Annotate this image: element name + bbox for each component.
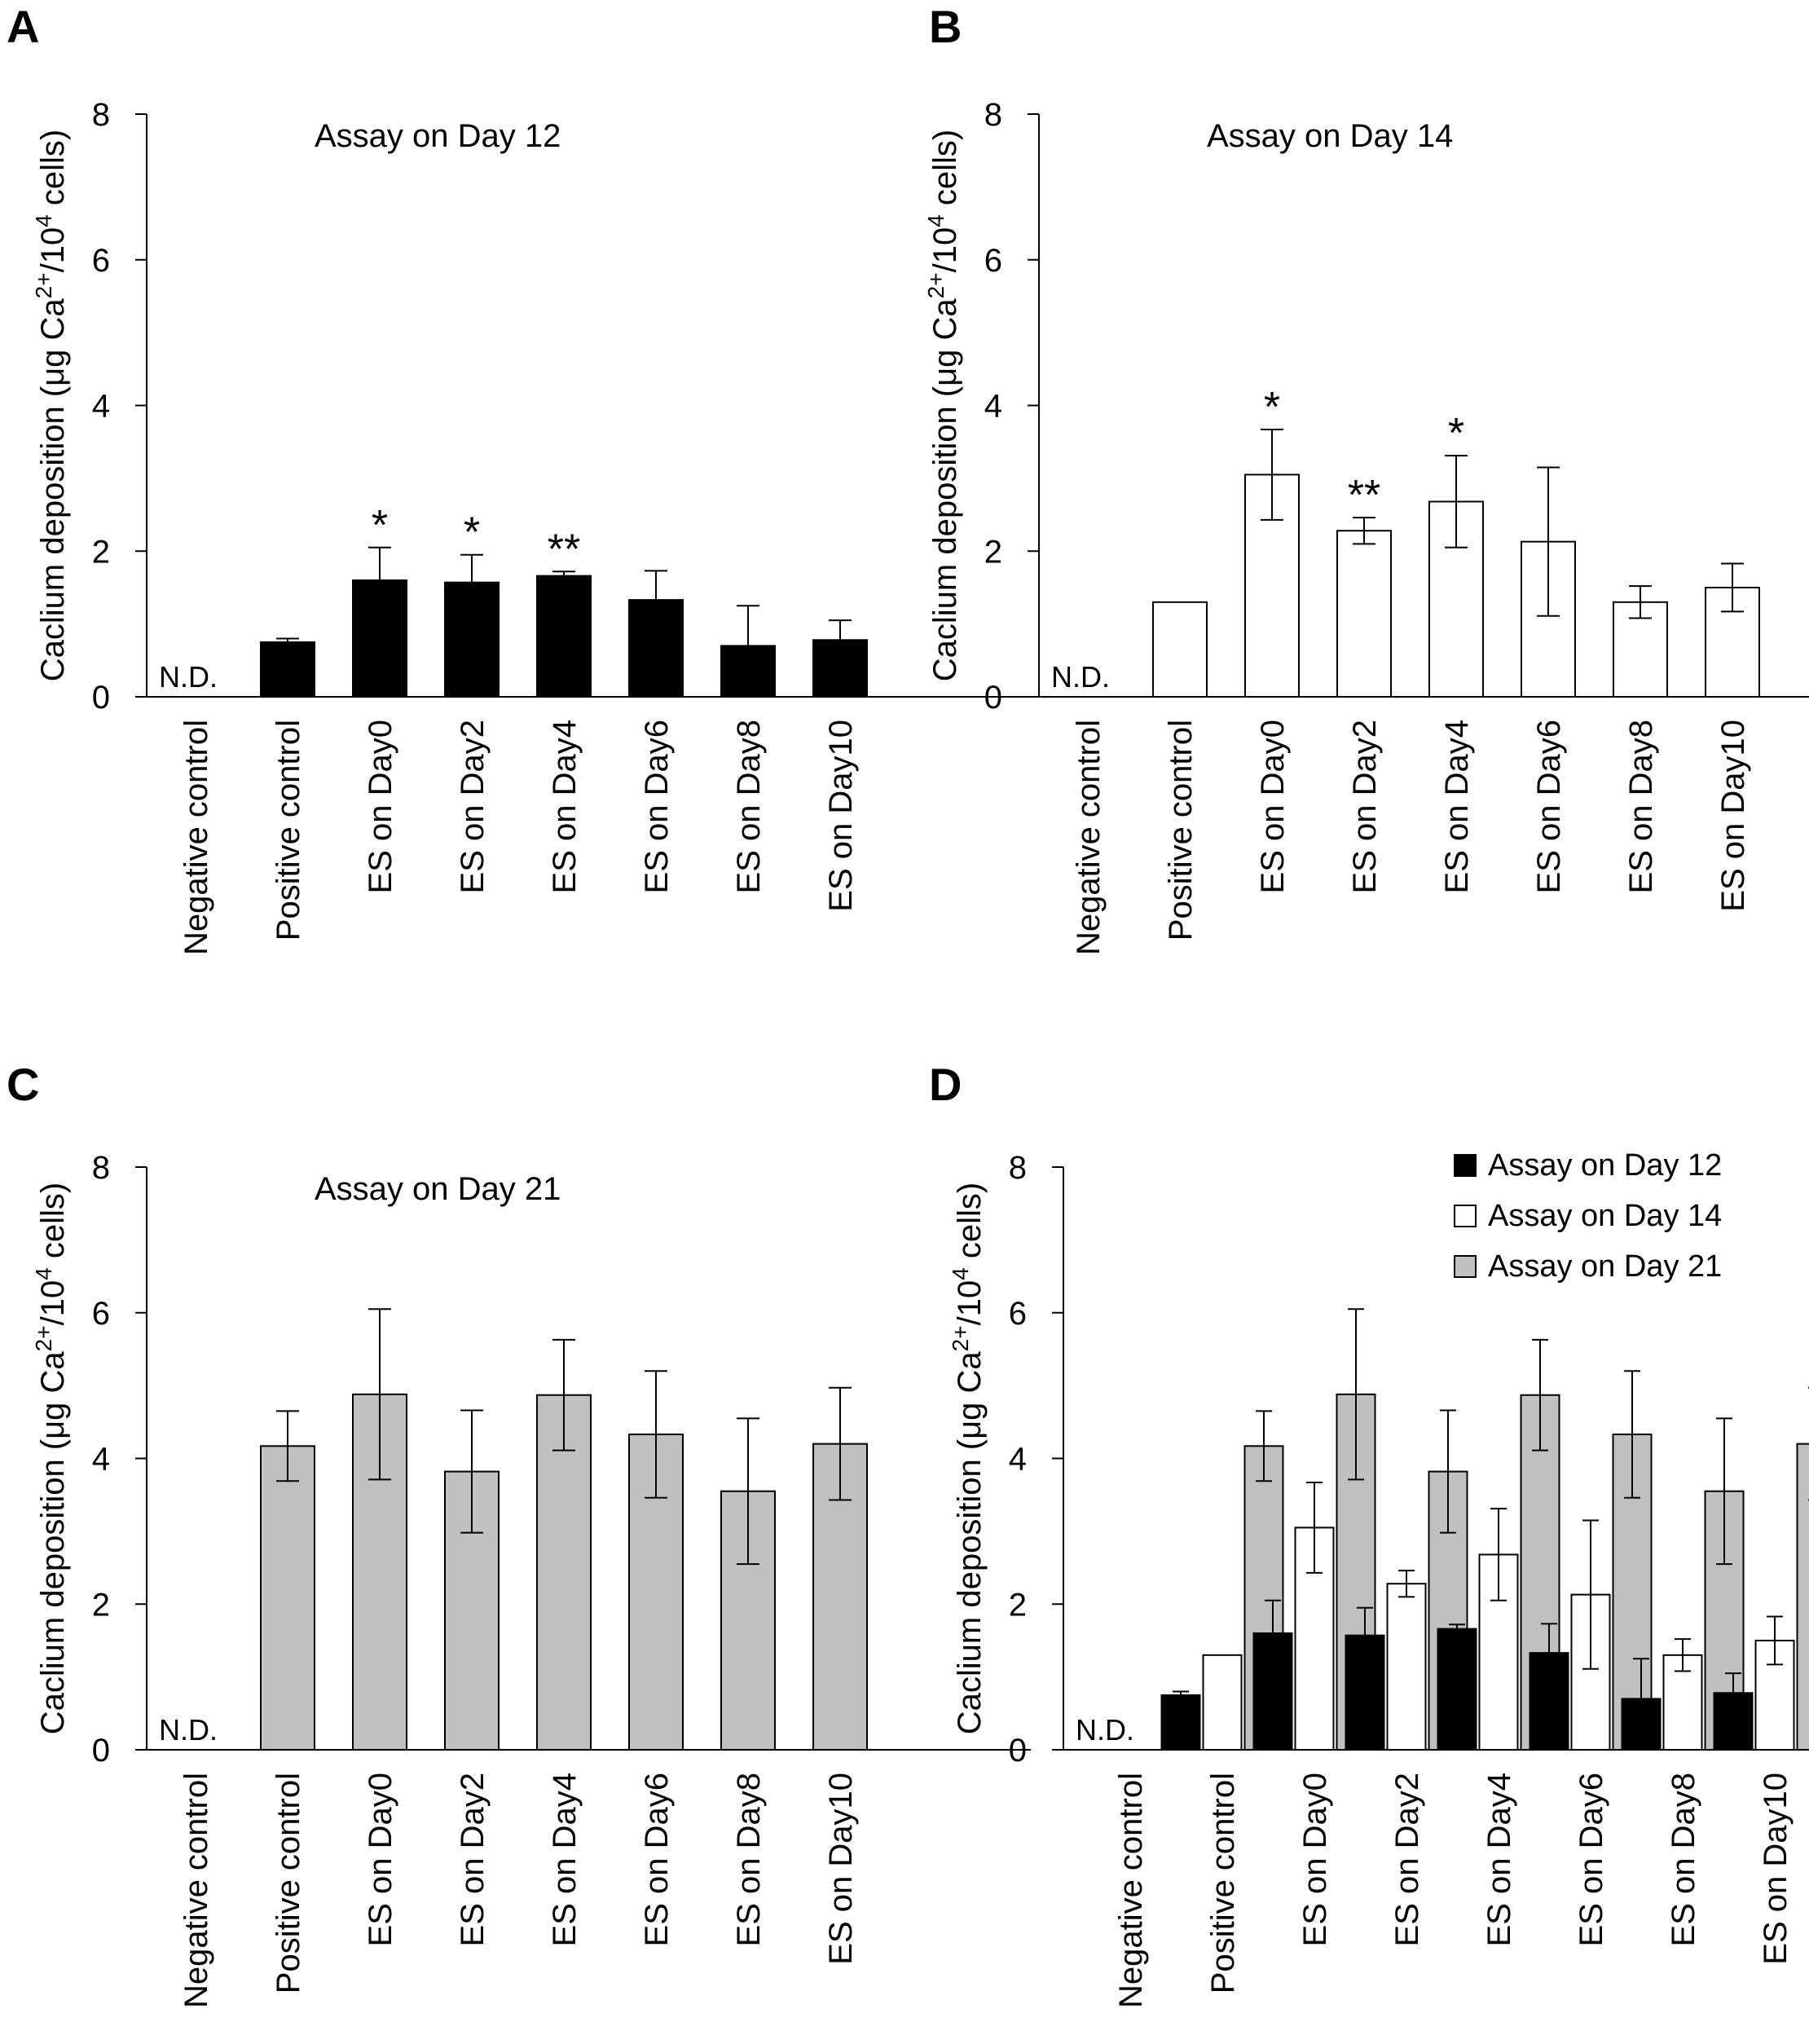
legend: Assay on Day 12 Assay on Day 14 Assay on D… bbox=[1454, 1148, 1722, 1284]
x-tick-label: ES on Day2 bbox=[1347, 720, 1383, 893]
x-tick-label: ES on Day8 bbox=[731, 720, 767, 893]
panel-title: Assay on Day 12 bbox=[315, 118, 561, 154]
x-tick-label: Positive control bbox=[271, 1773, 306, 1993]
x-tick-label: ES on Day8 bbox=[731, 1773, 767, 1946]
bar bbox=[1244, 474, 1300, 698]
bar bbox=[1386, 1583, 1427, 1751]
significance-marker: * bbox=[1448, 410, 1464, 457]
y-tick-label: 4 bbox=[1009, 1442, 1027, 1478]
nd-label: N.D. bbox=[1051, 660, 1110, 694]
x-tick-label: ES on Day0 bbox=[1255, 720, 1291, 893]
panel-A: A 0 2 4 6 8 Caclium deposition (μg Ca2+/104 ce… bbox=[7, 1, 1031, 955]
nd-label: N.D. bbox=[1076, 1713, 1134, 1747]
significance-marker: ** bbox=[1348, 472, 1380, 519]
panel-letter: B bbox=[929, 1, 962, 52]
legend-label: Assay on Day 14 bbox=[1488, 1199, 1722, 1233]
x-tick-label: Positive control bbox=[1205, 1773, 1241, 1993]
bar bbox=[444, 581, 500, 698]
y-tick-label: 2 bbox=[984, 534, 1002, 570]
y-tick-label: 4 bbox=[984, 389, 1002, 425]
x-tick-label: ES on Day2 bbox=[455, 1773, 491, 1946]
panel-B: B 0 2 4 6 8 Caclium deposition (μg Ca2+/104 ce… bbox=[923, 1, 1809, 955]
x-tick-label: ES on Day2 bbox=[455, 720, 491, 893]
legend-swatch bbox=[1454, 1205, 1477, 1227]
x-tick-label: ES on Day10 bbox=[823, 1773, 859, 1965]
y-tick-label: 2 bbox=[92, 1587, 110, 1623]
x-tick-label: Negative control bbox=[178, 1773, 214, 2008]
bar bbox=[1336, 530, 1392, 698]
y-tick-label: 2 bbox=[1009, 1587, 1027, 1623]
x-tick-label: Positive control bbox=[271, 720, 306, 941]
y-tick-label: 6 bbox=[1009, 1296, 1027, 1332]
significance-marker: * bbox=[1264, 384, 1280, 431]
y-axis-label: Caclium deposition (μg Ca2+/104 cells) bbox=[948, 1183, 988, 1735]
x-tick-label: ES on Day4 bbox=[547, 1773, 583, 1946]
y-tick-label: 8 bbox=[92, 97, 110, 133]
panel-title: Assay on Day 14 bbox=[1207, 118, 1453, 154]
x-tick-label: ES on Day4 bbox=[547, 720, 583, 893]
y-axis-label: Caclium deposition (μg Ca2+/104 cells) bbox=[923, 130, 964, 682]
bar bbox=[1796, 1443, 1809, 1751]
x-tick-label: ES on Day2 bbox=[1389, 1773, 1425, 1946]
bar bbox=[260, 1445, 315, 1751]
legend-swatch bbox=[1454, 1154, 1477, 1177]
significance-marker: ** bbox=[548, 526, 580, 573]
bar bbox=[1202, 1654, 1243, 1751]
nd-label: N.D. bbox=[159, 1713, 218, 1747]
x-tick-label: Negative control bbox=[1113, 1773, 1149, 2008]
legend-swatch bbox=[1454, 1255, 1477, 1278]
x-tick-label: ES on Day4 bbox=[1439, 720, 1475, 893]
y-axis-label: Caclium deposition (μg Ca2+/104 cells) bbox=[31, 130, 72, 682]
x-tick-label: ES on Day10 bbox=[1758, 1773, 1794, 1965]
bar bbox=[536, 1394, 592, 1751]
bar bbox=[1152, 601, 1208, 698]
y-tick-label: 6 bbox=[92, 243, 110, 279]
y-tick-label: 6 bbox=[92, 1296, 110, 1332]
y-tick-label: 4 bbox=[92, 389, 110, 425]
significance-marker: * bbox=[464, 509, 480, 557]
nd-label: N.D. bbox=[159, 660, 218, 694]
y-tick-label: 4 bbox=[92, 1442, 110, 1478]
y-tick-label: 8 bbox=[92, 1150, 110, 1186]
x-tick-label: Negative control bbox=[1071, 720, 1107, 955]
y-tick-label: 8 bbox=[984, 97, 1002, 133]
legend-label: Assay on Day 21 bbox=[1488, 1249, 1722, 1284]
y-tick-label: 0 bbox=[92, 680, 110, 716]
x-tick-label: ES on Day6 bbox=[1531, 720, 1567, 893]
panel-letter: C bbox=[7, 1059, 39, 1110]
bar bbox=[536, 575, 592, 698]
panel-letter: D bbox=[929, 1059, 962, 1110]
x-tick-label: ES on Day8 bbox=[1666, 1773, 1701, 1946]
legend-label: Assay on Day 12 bbox=[1488, 1148, 1722, 1183]
y-tick-label: 8 bbox=[1009, 1150, 1027, 1186]
x-tick-label: ES on Day6 bbox=[639, 720, 675, 893]
y-tick-label: 0 bbox=[92, 1733, 110, 1769]
significance-marker: * bbox=[372, 502, 388, 549]
x-tick-label: ES on Day10 bbox=[823, 720, 859, 912]
x-tick-label: ES on Day6 bbox=[1574, 1773, 1609, 1946]
x-tick-label: ES on Day6 bbox=[639, 1773, 675, 1946]
x-tick-label: ES on Day4 bbox=[1481, 1773, 1517, 1946]
bar bbox=[1160, 1694, 1201, 1751]
x-tick-label: ES on Day0 bbox=[363, 1773, 398, 1946]
panel-D: D 0 2 4 6 8 Caclium deposition (μg Ca2+/104 ce… bbox=[929, 1059, 1809, 2008]
y-tick-label: 2 bbox=[92, 534, 110, 570]
y-axis-label: Caclium deposition (μg Ca2+/104 cells) bbox=[31, 1183, 72, 1735]
bar bbox=[1437, 1628, 1477, 1751]
x-tick-label: ES on Day0 bbox=[1297, 1773, 1333, 1946]
y-tick-label: 0 bbox=[984, 680, 1002, 716]
y-tick-label: 6 bbox=[984, 243, 1002, 279]
panel-title: Assay on Day 21 bbox=[315, 1171, 561, 1207]
x-tick-label: ES on Day8 bbox=[1623, 720, 1659, 893]
x-tick-label: ES on Day10 bbox=[1715, 720, 1751, 912]
bar bbox=[260, 641, 315, 698]
x-tick-label: Positive control bbox=[1163, 720, 1199, 941]
panel-C: C 0 2 4 6 8 Caclium deposition (μg Ca2+/104 ce… bbox=[7, 1059, 1031, 2008]
panel-letter: A bbox=[7, 1, 39, 52]
x-tick-label: Negative control bbox=[178, 720, 214, 955]
x-tick-label: ES on Day0 bbox=[363, 720, 398, 893]
y-tick-label: 0 bbox=[1009, 1733, 1027, 1769]
